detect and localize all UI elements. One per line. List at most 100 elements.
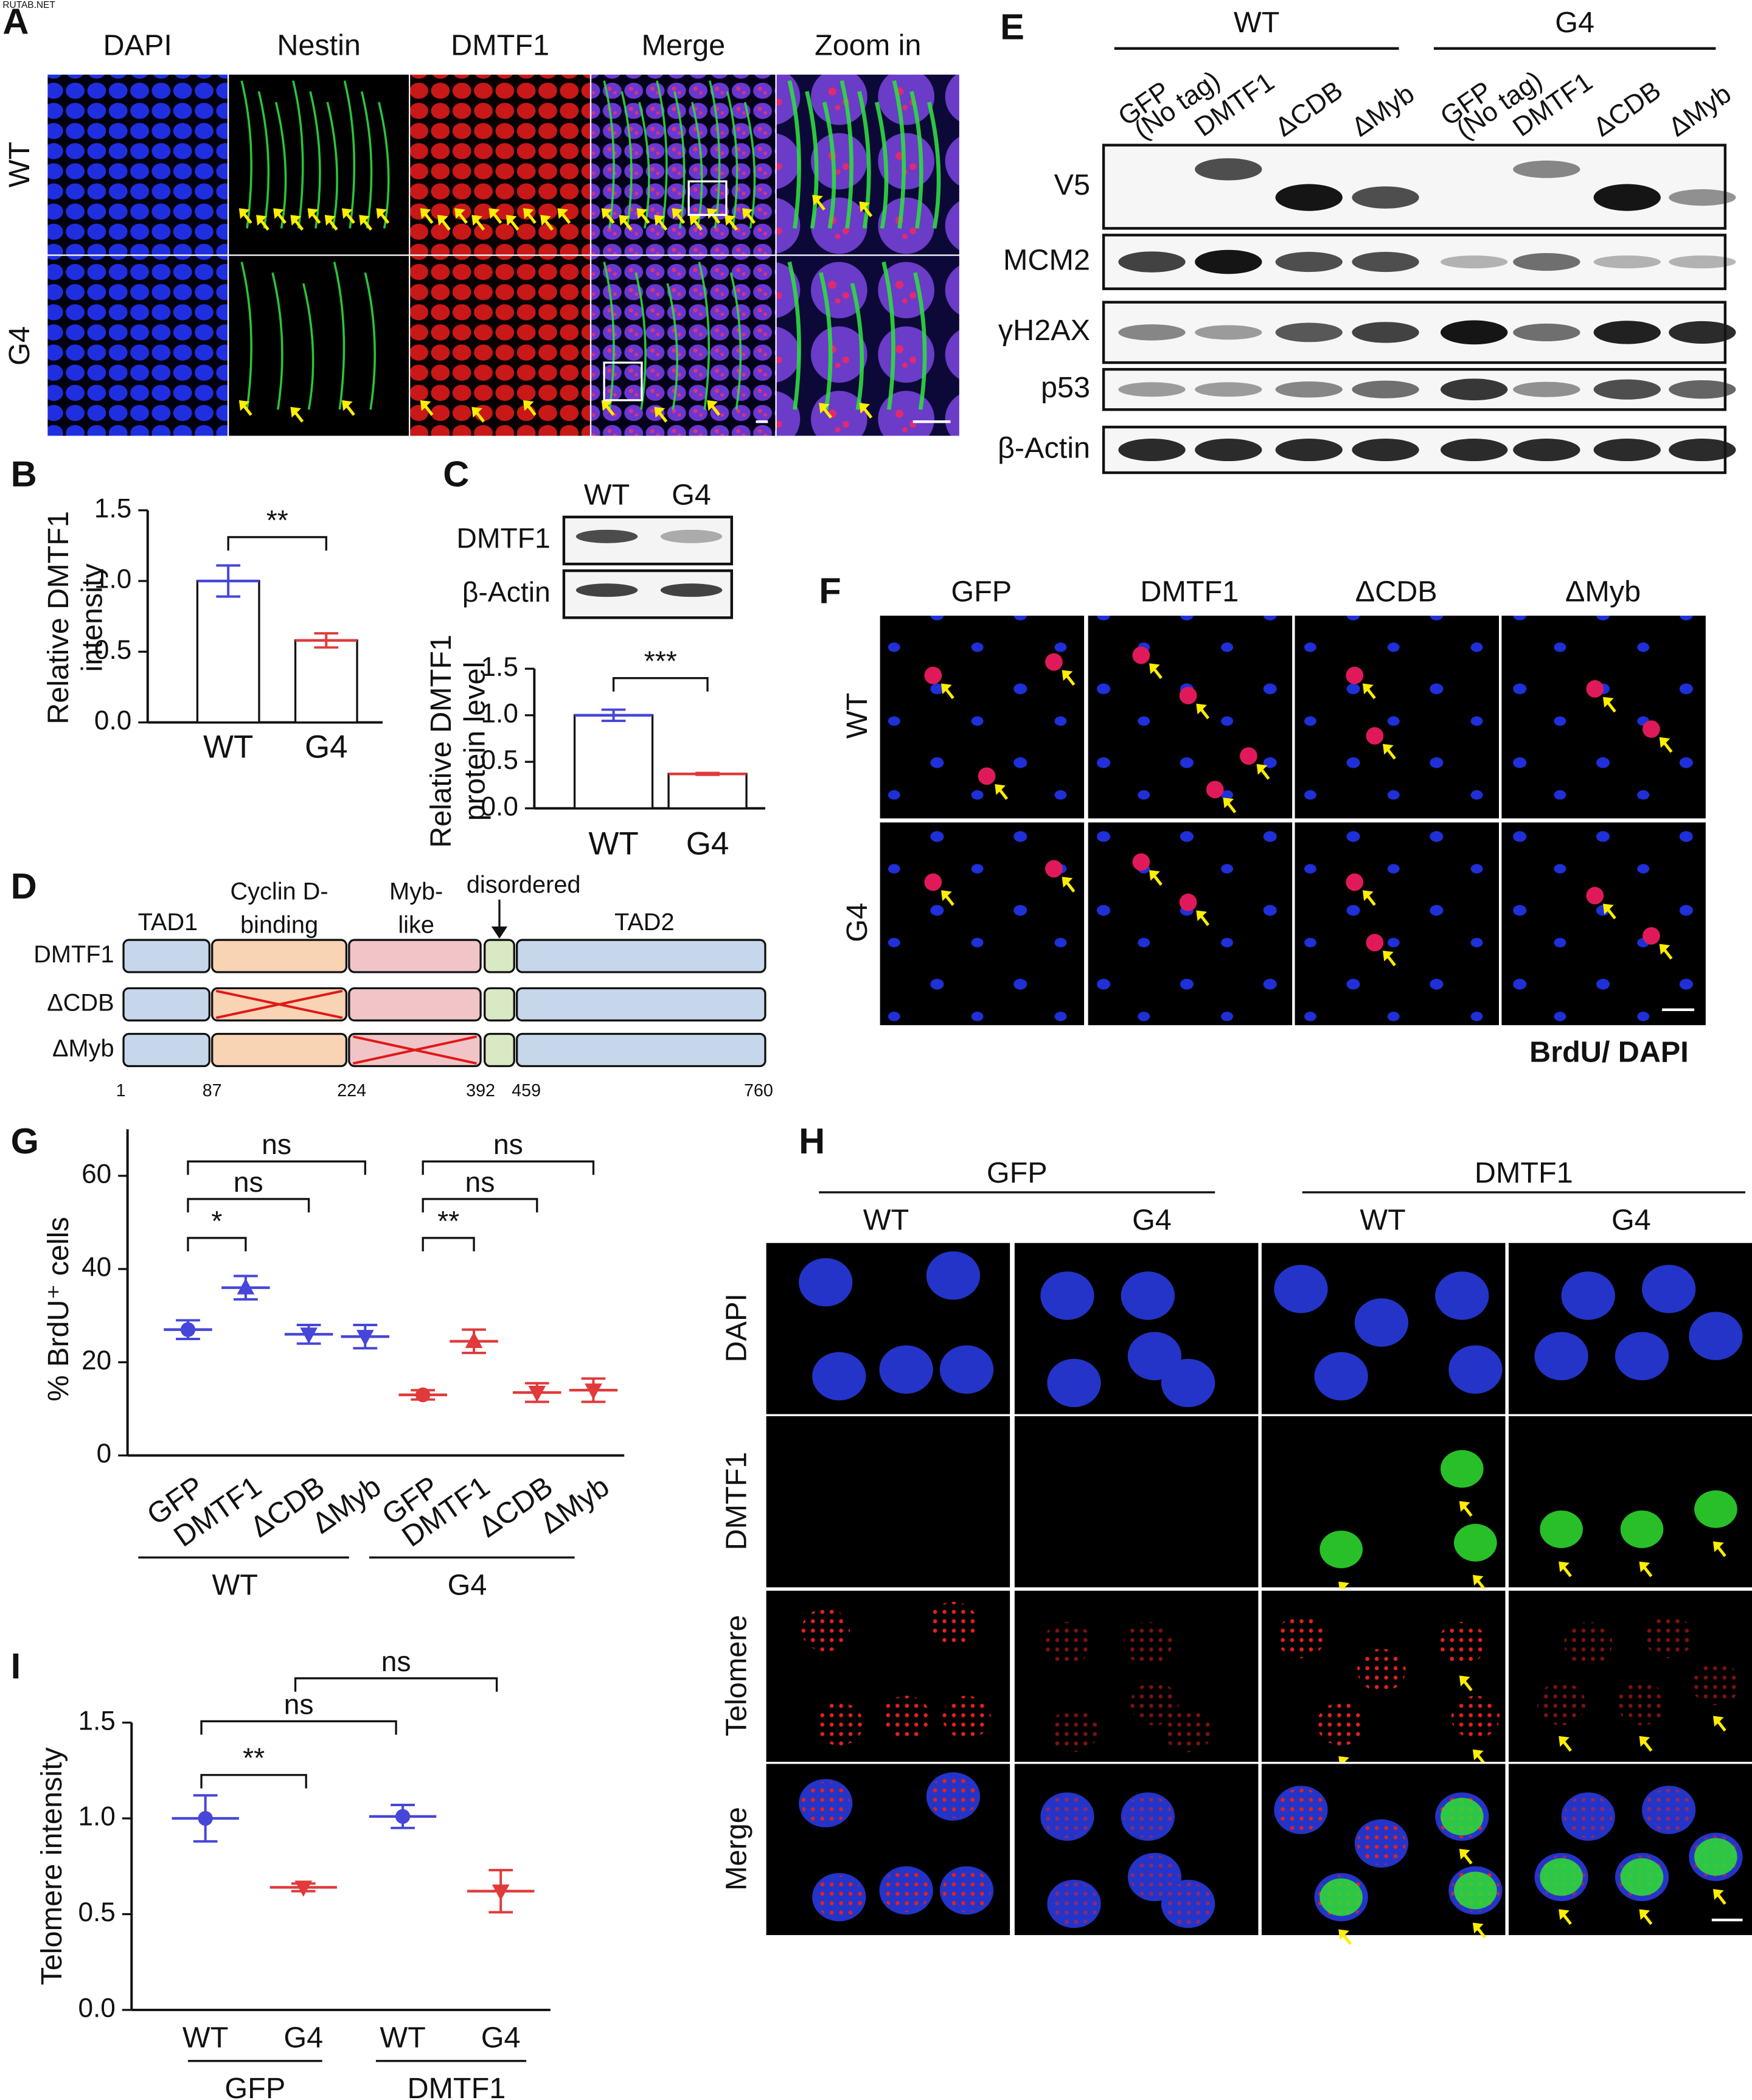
nucleus bbox=[1534, 1332, 1588, 1380]
micrograph bbox=[1506, 1762, 1752, 1938]
micrograph bbox=[228, 254, 411, 437]
group-label: WT bbox=[1234, 6, 1279, 39]
domain-box bbox=[348, 987, 482, 1022]
brdu-nucleus bbox=[1132, 853, 1150, 871]
blot-band bbox=[1275, 184, 1343, 211]
domain-box bbox=[211, 1032, 348, 1068]
micrograph bbox=[1500, 821, 1708, 1027]
nestin-fiber bbox=[333, 262, 346, 410]
arrow-head bbox=[1639, 1561, 1650, 1573]
dmtf1-signal bbox=[1454, 1524, 1497, 1562]
telomere-foci bbox=[1043, 1622, 1092, 1665]
blot-label: V5 bbox=[1054, 169, 1090, 201]
telomere-foci bbox=[1276, 1615, 1326, 1658]
nestin-fiber bbox=[309, 91, 321, 229]
domain-label: TAD1 bbox=[138, 909, 198, 936]
telomere-foci bbox=[1437, 1622, 1487, 1665]
brdu-nucleus bbox=[978, 767, 996, 785]
dmtf1-signal bbox=[1441, 1798, 1484, 1836]
brdu-nucleus bbox=[1206, 781, 1224, 799]
arrow-head bbox=[1603, 697, 1614, 708]
micrograph bbox=[1293, 821, 1501, 1027]
telomere-foci bbox=[929, 1775, 978, 1818]
x-tick-label: G4 bbox=[686, 826, 729, 862]
blot-label: MCM2 bbox=[1003, 243, 1090, 276]
column-header: Zoom in bbox=[815, 29, 921, 61]
row-label: G4 bbox=[3, 326, 36, 366]
arrow-head bbox=[420, 400, 431, 411]
domain-label: disordered bbox=[467, 871, 581, 898]
arrow-head bbox=[1196, 910, 1207, 922]
arrow-head bbox=[1639, 1909, 1650, 1921]
zoom-box bbox=[603, 361, 643, 402]
significance-bracket bbox=[422, 1198, 538, 1213]
nestin-fiber bbox=[822, 102, 836, 229]
data-point bbox=[180, 1322, 196, 1337]
arrow-head bbox=[1559, 1909, 1569, 1921]
significance-label: ** bbox=[437, 1205, 459, 1237]
nestin-fiber bbox=[881, 261, 895, 410]
blot-band bbox=[1195, 438, 1262, 462]
nestin-fiber bbox=[805, 91, 819, 229]
nucleus bbox=[1047, 1358, 1101, 1408]
group-label: DMTF1 bbox=[1475, 1156, 1573, 1189]
telomere-foci bbox=[881, 1695, 931, 1739]
arrow-head bbox=[636, 208, 648, 219]
arrow-head bbox=[1603, 903, 1614, 915]
telomere-foci bbox=[1049, 1709, 1099, 1753]
blot-band bbox=[1513, 160, 1580, 178]
data-point bbox=[356, 1330, 374, 1346]
panel-letter: F bbox=[819, 570, 841, 611]
group-label: G4 bbox=[448, 1569, 487, 1602]
nucleus bbox=[1642, 1265, 1696, 1313]
nestin-fiber bbox=[240, 262, 252, 410]
legend-label: / DAPI bbox=[1602, 1035, 1689, 1068]
nestin-fiber bbox=[708, 80, 721, 229]
nestin-fiber bbox=[634, 272, 647, 410]
brdu-nucleus bbox=[1240, 747, 1257, 765]
nucleus bbox=[1040, 1271, 1094, 1320]
arrow-head bbox=[273, 208, 284, 219]
micrograph bbox=[878, 821, 1086, 1027]
brdu-nucleus bbox=[1586, 886, 1604, 905]
blot-band bbox=[1593, 321, 1661, 344]
significance-label: ns bbox=[234, 1166, 263, 1198]
blot-band bbox=[1513, 252, 1580, 271]
telomere-foci bbox=[815, 1876, 864, 1919]
significance-label: *** bbox=[644, 645, 677, 677]
nestin-fiber bbox=[378, 102, 390, 229]
arrow-head bbox=[420, 208, 431, 219]
arrow-head bbox=[812, 195, 823, 206]
brdu-nucleus bbox=[1366, 934, 1384, 951]
blot-band bbox=[1352, 380, 1419, 398]
nestin-fiber bbox=[913, 272, 927, 410]
column-header: Nestin bbox=[277, 29, 361, 61]
nestin-fiber bbox=[787, 261, 801, 410]
lane-label: ΔMyb bbox=[1346, 78, 1420, 142]
arrow-head bbox=[1559, 1561, 1569, 1573]
domain-box bbox=[484, 987, 515, 1022]
domain-box bbox=[122, 987, 210, 1022]
lane-label: ΔMyb bbox=[1663, 78, 1737, 142]
significance-bracket bbox=[187, 1198, 310, 1213]
arrow-head bbox=[1472, 1574, 1484, 1586]
nestin-fiber bbox=[787, 80, 801, 229]
blot-band bbox=[1118, 382, 1186, 397]
significance-label: ** bbox=[266, 504, 288, 536]
nucleus bbox=[1435, 1271, 1489, 1320]
dmtf1-signal bbox=[1620, 1510, 1664, 1548]
significance-label: ns bbox=[262, 1128, 291, 1160]
arrow-head bbox=[523, 208, 534, 219]
brdu-nucleus bbox=[1642, 927, 1660, 945]
arrow-head bbox=[1459, 1849, 1470, 1860]
arrow-head bbox=[342, 400, 353, 411]
panel-letter: I bbox=[11, 1646, 21, 1686]
blot-label: β-Actin bbox=[462, 576, 551, 608]
row-label: DAPI bbox=[720, 1293, 753, 1362]
telomere-foci bbox=[1316, 1702, 1366, 1746]
arrow-head bbox=[742, 208, 753, 219]
nestin-fiber bbox=[603, 262, 615, 410]
brdu-nucleus bbox=[1045, 653, 1063, 671]
arrow-head bbox=[376, 208, 388, 219]
